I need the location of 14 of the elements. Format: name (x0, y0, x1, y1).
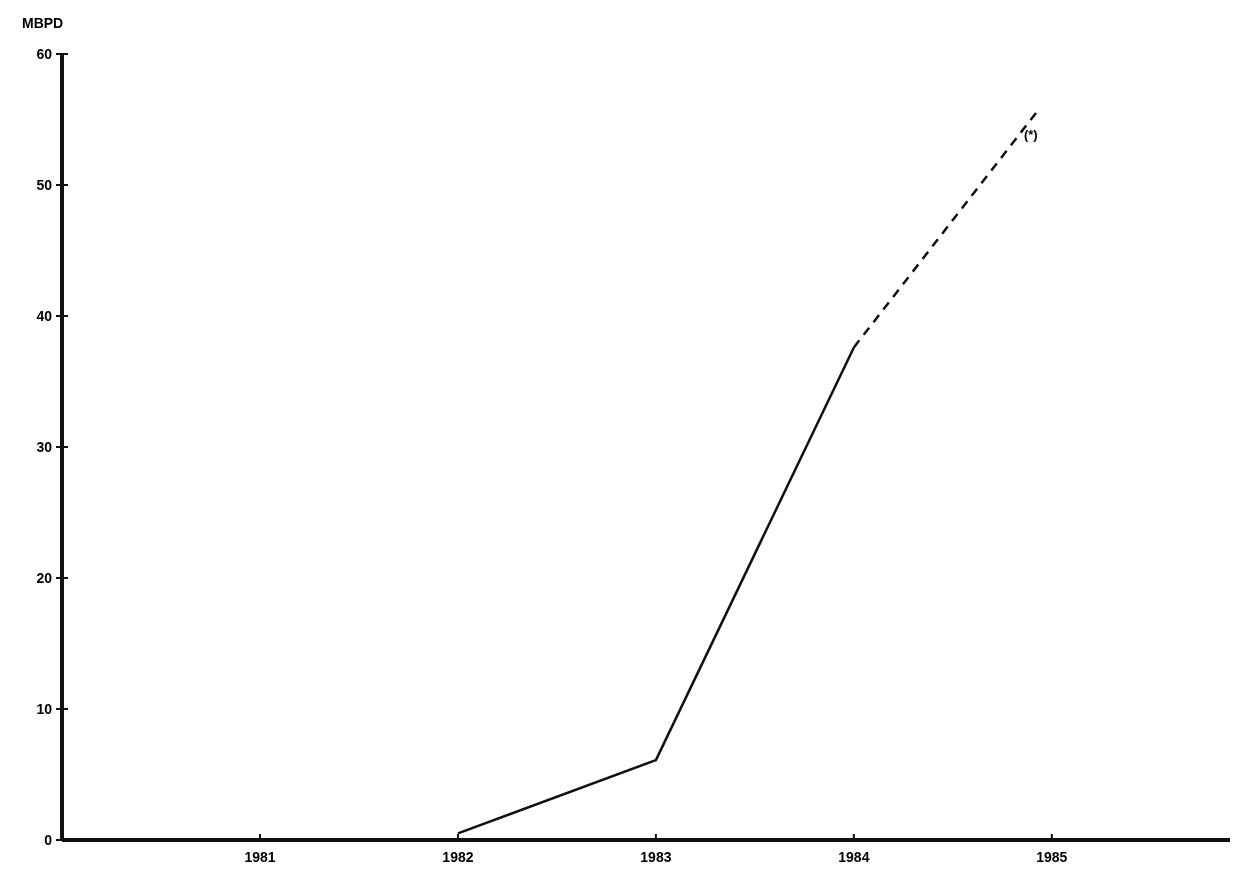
y-tick-label: 30 (36, 438, 53, 455)
y-axis-title: MBPD (22, 15, 64, 31)
x-tick-label: 1983 (640, 849, 672, 865)
y-tick-label: 0 (44, 831, 53, 848)
x-tick-label: 1985 (1036, 849, 1068, 865)
y-tick-label: 40 (36, 307, 53, 324)
x-tick-label: 1984 (838, 849, 870, 865)
y-tick-label: 60 (36, 45, 53, 62)
x-tick-label: 1982 (442, 849, 474, 865)
y-tick-label: 20 (36, 569, 53, 586)
annotation: (*) (1023, 126, 1038, 142)
y-tick-label: 10 (36, 700, 53, 717)
x-tick-label: 1981 (244, 849, 276, 865)
y-tick-label: 50 (36, 176, 53, 193)
